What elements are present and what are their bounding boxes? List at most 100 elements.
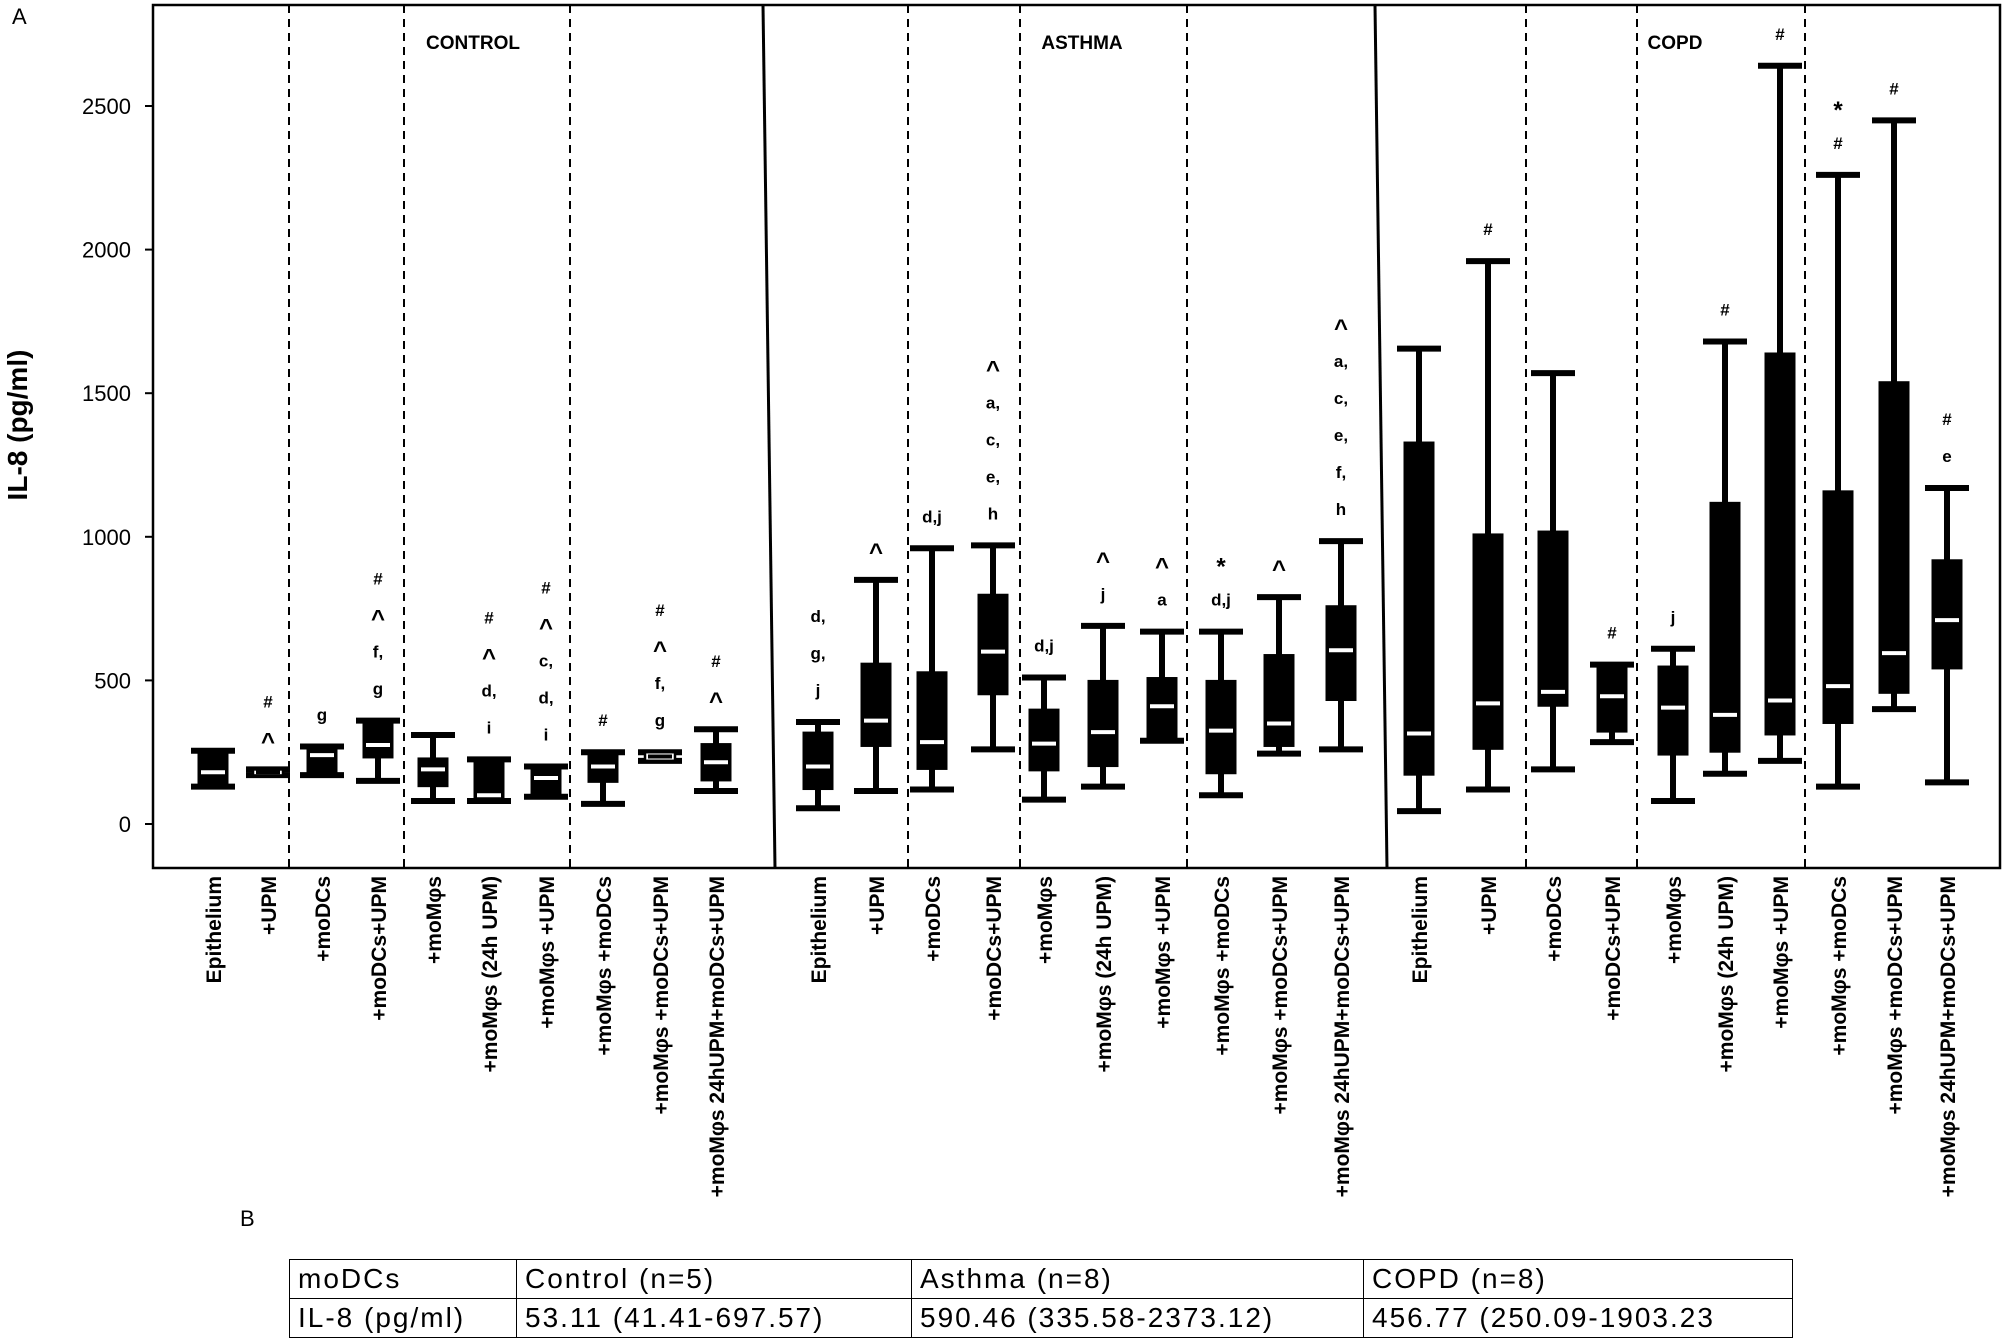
y-tick-label: 500	[94, 668, 131, 693]
box-annotation: c,	[1334, 389, 1348, 408]
x-tick-label: +moMφs 24hUPM+moDCs+UPM	[706, 876, 729, 1197]
box	[1657, 665, 1689, 756]
box-annotation: h	[1336, 500, 1346, 519]
x-tick-label: +moDCs	[312, 876, 335, 962]
x-tick-label: +moMφs (24h UPM)	[1715, 876, 1738, 1072]
box-annotation: j	[1100, 585, 1106, 604]
box	[860, 662, 892, 747]
box-annotation: a	[1157, 591, 1167, 610]
x-tick-label: +moDCs+UPM	[368, 876, 391, 1021]
x-tick-label: +moDCs+UPM	[1602, 876, 1625, 1021]
box-annotation: e,	[1334, 426, 1348, 445]
box-annotation: #	[1607, 624, 1617, 643]
x-tick-label: +moDCs	[922, 876, 945, 962]
box-annotation: #	[484, 608, 494, 627]
x-tick-label: +moMφs 24hUPM+moDCs+UPM	[1937, 876, 1960, 1197]
box-annotation: *	[1833, 97, 1843, 124]
box	[916, 671, 948, 770]
x-tick-label: Epithelium	[1409, 876, 1432, 983]
x-tick-label: +moMφs +moDCs	[1828, 876, 1851, 1056]
box-annotation: #	[541, 579, 551, 598]
group-title: COPD	[1648, 33, 1703, 54]
group-title: CONTROL	[426, 33, 520, 54]
table-cell: IL-8 (pg/ml)	[289, 1298, 517, 1338]
box	[1878, 381, 1910, 694]
box-annotation: ^	[539, 615, 553, 642]
box-annotation: ^	[1272, 556, 1286, 583]
box-annotation: d,	[810, 607, 825, 626]
box-annotation: #	[373, 570, 383, 589]
x-tick-label: +moMφs +UPM	[1770, 876, 1793, 1029]
x-tick-label: +moMφs 24hUPM+moDCs+UPM	[1331, 876, 1354, 1197]
x-tick-label: +moMφs +moDCs+UPM	[1884, 876, 1907, 1115]
y-tick-label: 0	[119, 812, 131, 837]
summary-table: moDCs Control (n=5) Asthma (n=8) COPD (n…	[289, 1259, 1793, 1338]
box-annotation: #	[655, 601, 665, 620]
table-cell: moDCs	[289, 1259, 517, 1299]
box	[1822, 490, 1854, 724]
box-annotation: ^	[1155, 554, 1169, 581]
box-annotation: d,j	[1211, 591, 1231, 610]
y-axis-label: IL-8 (pg/ml)	[2, 350, 33, 501]
x-tick-label: +moMφs +UPM	[1152, 876, 1175, 1029]
box-annotation: #	[598, 711, 608, 730]
table-cell: 590.46 (335.58-2373.12)	[911, 1298, 1364, 1338]
box-annotation: g	[655, 711, 665, 730]
x-tick-label: +moMφs +moDCs+UPM	[1269, 876, 1292, 1115]
box	[306, 745, 338, 776]
y-tick-label: 1500	[82, 381, 131, 406]
box-annotation: f,	[373, 643, 383, 662]
x-tick-label: +moMφs +moDCs	[1211, 876, 1234, 1056]
box-annotation: ^	[653, 637, 667, 664]
box-annotation: ^	[869, 539, 883, 566]
box-annotation: i	[487, 718, 492, 737]
x-tick-label: +moMφs	[1663, 876, 1686, 964]
box-annotation: ^	[1334, 315, 1348, 342]
box-annotation: #	[1775, 25, 1785, 44]
x-tick-label: +moMφs +moDCs	[593, 876, 616, 1056]
box	[1931, 559, 1963, 670]
box	[1087, 679, 1119, 768]
x-tick-label: +moDCs	[1543, 876, 1566, 962]
table-cell: Control (n=5)	[516, 1259, 912, 1299]
x-tick-label: +moMφs (24h UPM)	[1093, 876, 1116, 1072]
box-annotation: h	[988, 504, 998, 523]
box-annotation: ^	[261, 728, 275, 755]
box-annotation: j	[1670, 608, 1676, 627]
x-tick-label: +moMφs	[423, 876, 446, 964]
boxplot-chart: 0 500 1000 1500 2000 2500 IL-8 (pg/ml) CONTROL E…	[2, 3, 2002, 1197]
group-separator	[761, 4, 777, 869]
box	[362, 720, 394, 759]
box	[1325, 605, 1357, 702]
box-annotation: j	[815, 681, 821, 700]
x-tick-label: +moDCs+UPM	[983, 876, 1006, 1021]
box-annotation: #	[1720, 301, 1730, 320]
box	[1263, 654, 1295, 747]
x-tick-label: +moMφs +UPM	[536, 876, 559, 1029]
box-annotation: g	[373, 680, 383, 699]
y-tick-label: 1000	[82, 525, 131, 550]
box-annotation: a,	[1334, 352, 1348, 371]
group-separator	[1373, 4, 1389, 869]
box-annotation: ^	[482, 644, 496, 671]
x-tick-label: +moMφs (24h UPM)	[479, 876, 502, 1072]
x-tick-label: Epithelium	[808, 876, 831, 983]
box	[1764, 352, 1796, 736]
box-annotation: #	[1833, 134, 1843, 153]
box-annotation: e	[1942, 447, 1951, 466]
box-annotation: d,j	[1034, 637, 1054, 656]
box-annotation: e,	[986, 467, 1000, 486]
x-tick-label: +UPM	[258, 876, 281, 935]
box-annotation: c,	[539, 652, 553, 671]
box-annotation: #	[711, 652, 721, 671]
x-tick-label: +moMφs +moDCs+UPM	[650, 876, 673, 1115]
box	[1472, 533, 1504, 750]
box	[1028, 708, 1060, 772]
box	[802, 731, 834, 791]
box-annotation: c,	[986, 430, 1000, 449]
box-annotation: ^	[371, 606, 385, 633]
box-annotation: f,	[1336, 463, 1346, 482]
box	[1596, 664, 1628, 733]
panel-label-a: A	[12, 4, 27, 29]
box-annotation: #	[1483, 220, 1493, 239]
